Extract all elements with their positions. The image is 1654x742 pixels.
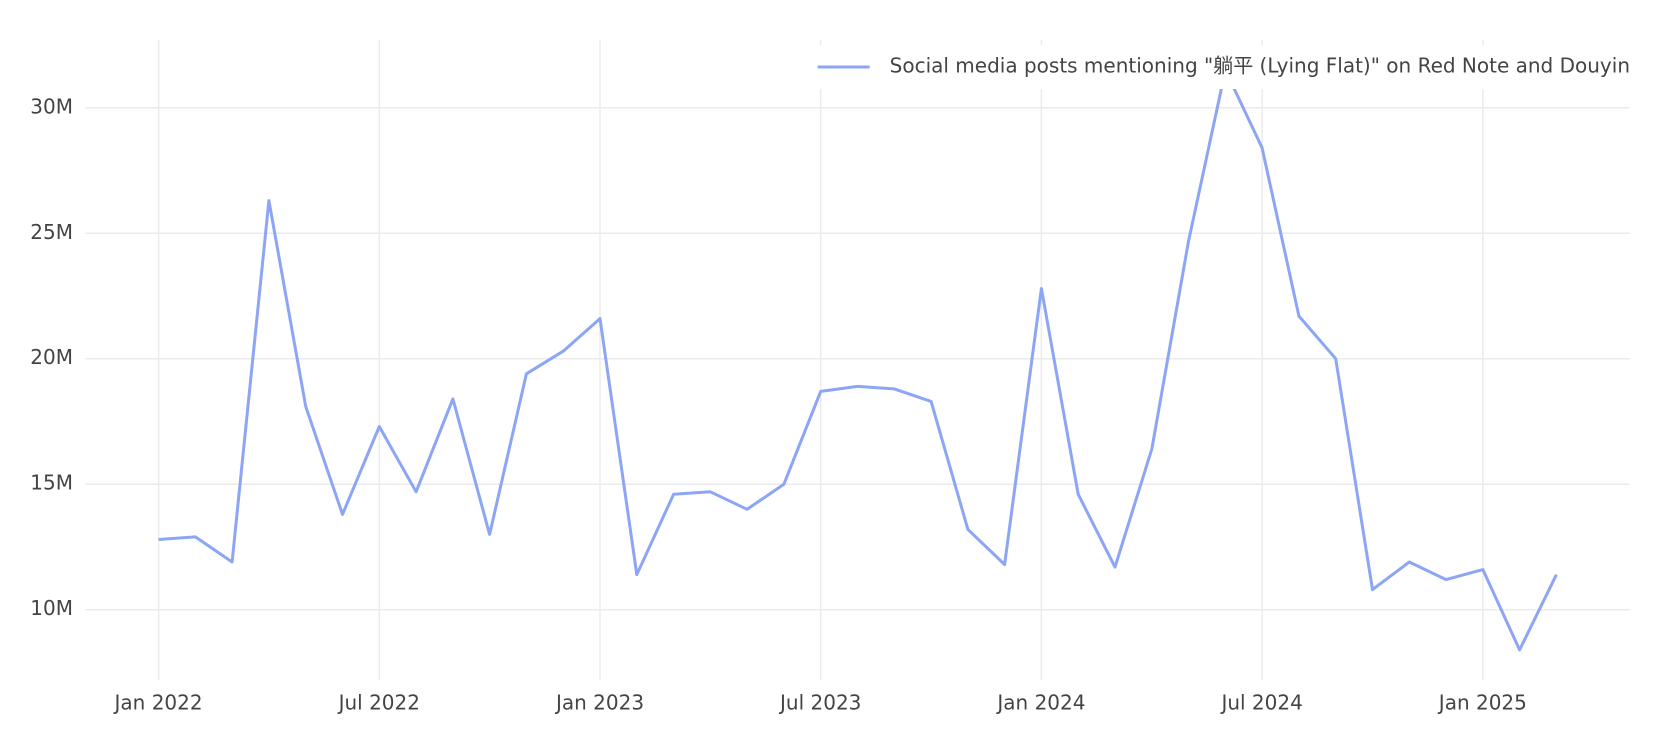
y-tick-label: 30M [30,94,73,118]
grid [85,40,1630,680]
data-line [158,68,1558,652]
x-tick-label: Jul 2023 [778,691,861,715]
x-tick-label: Jan 2023 [554,691,644,715]
x-tick-label: Jul 2022 [337,691,420,715]
y-tick-label: 10M [30,596,73,620]
x-tick-label: Jul 2024 [1219,691,1302,715]
x-tick-label: Jan 2024 [995,691,1085,715]
x-tick-label: Jan 2025 [1437,691,1527,715]
legend-background [809,45,1634,89]
legend: Social media posts mentioning "躺平 (Lying… [809,45,1634,89]
y-tick-label: 15M [30,471,73,495]
x-tick-label: Jan 2022 [113,691,203,715]
legend-label: Social media posts mentioning "躺平 (Lying… [890,54,1630,78]
y-tick-label: 20M [30,345,73,369]
y-tick-label: 25M [30,220,73,244]
